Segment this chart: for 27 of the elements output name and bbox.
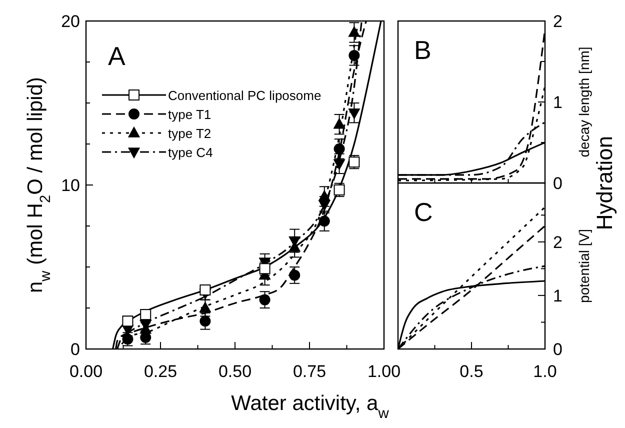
text: Hydration — [592, 136, 617, 230]
legend-label: type C4 — [168, 145, 213, 160]
y-tick-label: 0 — [70, 340, 80, 359]
x-tick-label: 0.75 — [292, 362, 326, 381]
y2-tick-label: 1 — [553, 93, 562, 112]
x-tick-label: 1.0 — [533, 362, 557, 381]
y2-tick-label: 0 — [553, 174, 562, 193]
text: B — [414, 35, 432, 65]
legend-label: type T1 — [168, 107, 212, 122]
y-tick-label: 20 — [61, 12, 80, 31]
x-axis-title: Water activity, a$_{w}$ — [231, 392, 390, 422]
y2-axis-title: potential [V] — [576, 229, 592, 303]
y2-tick-label: 2 — [553, 232, 562, 252]
legend-label: Conventional PC liposome — [168, 88, 322, 103]
x-tick-label: 1.00 — [367, 362, 401, 381]
y2-tick-label: 1 — [553, 286, 562, 306]
x-tick-label: 0.5 — [460, 362, 484, 381]
text: C — [414, 197, 433, 227]
y-tick-label: 10 — [61, 176, 80, 195]
x-tick-label: 0.25 — [144, 362, 178, 381]
y2-axis-title: decay length [nm] — [576, 46, 592, 158]
y2-tick-label: 2 — [553, 12, 562, 31]
text: A — [108, 41, 126, 71]
x-tick-label: 0.50 — [218, 362, 252, 381]
x-tick-label: 0.00 — [69, 362, 103, 381]
legend-label: type T2 — [168, 126, 212, 141]
y2-tick-label: 0 — [553, 340, 562, 359]
